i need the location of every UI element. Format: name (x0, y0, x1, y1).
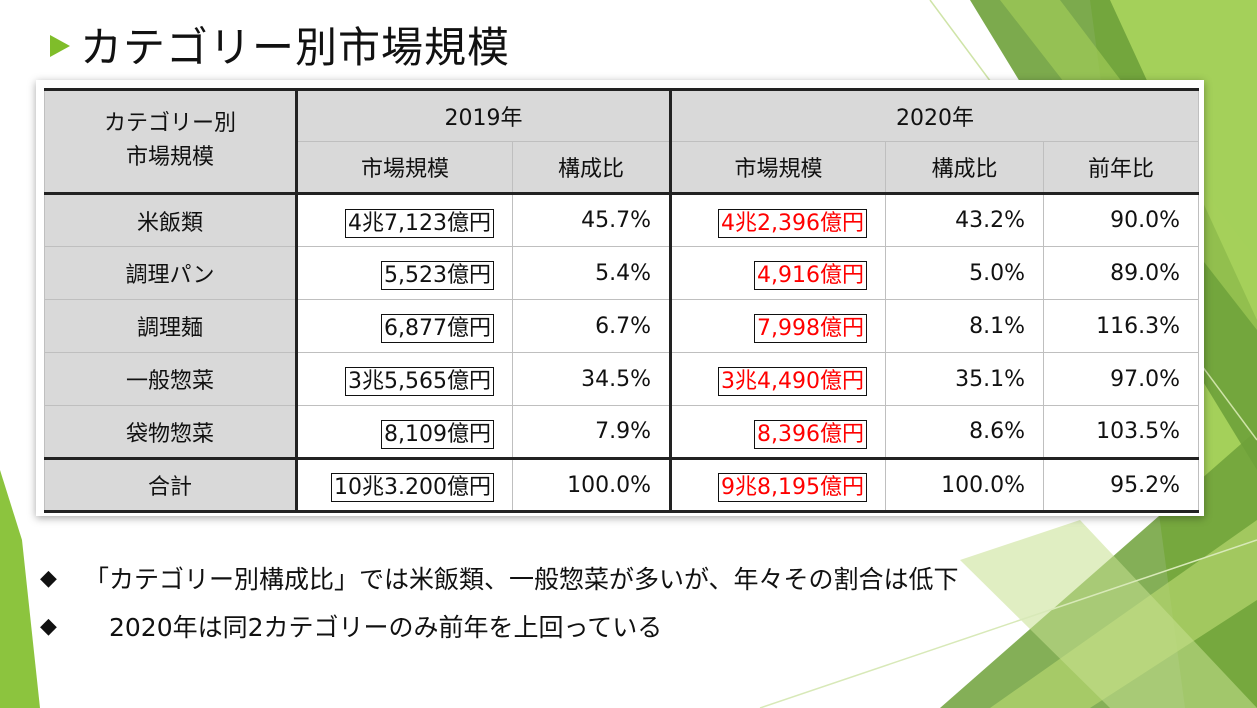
comp-2019: 34.5% (512, 352, 671, 406)
comp-2019: 5.4% (512, 246, 671, 300)
total-comp-2020: 100.0% (885, 457, 1044, 513)
comp-2020: 43.2% (885, 192, 1044, 247)
total-comp-2019: 100.0% (512, 457, 671, 513)
bullet-text: 「カテゴリー別構成比」では米飯類、一般惣菜が多いが、年々その割合は低下 (84, 565, 959, 594)
col-composition-2020: 構成比 (885, 141, 1044, 194)
diamond-bullet-icon: ◆ (40, 613, 57, 639)
size-2019: 4兆7,123億円 (345, 208, 494, 238)
col-market-size-2019: 市場規模 (296, 141, 513, 194)
table-total-row: 合計 10兆3.200億円 100.0% 9兆8,195億円 100.0% 95… (44, 457, 1200, 513)
table-row: 袋物惣菜 8,109億円 7.9% 8,396億円 8.6% 103.5% (44, 405, 1200, 459)
market-size-table-card: カテゴリー別 市場規模 2019年 2020年 市場規模 構成比 市場規模 構成… (36, 80, 1204, 516)
row-category: 袋物惣菜 (44, 405, 298, 459)
table-row: 一般惣菜 3兆5,565億円 34.5% 3兆4,490億円 35.1% 97.… (44, 352, 1200, 406)
size-2020: 4,916億円 (754, 261, 867, 290)
corner-label-line2: 市場規模 (125, 145, 214, 170)
comp-2020: 5.0% (885, 246, 1044, 300)
yoy-2020: 90.0% (1042, 192, 1200, 247)
yoy-2020: 89.0% (1042, 246, 1200, 300)
bullet-text: 2020年は同2カテゴリーのみ前年を上回っている (84, 613, 663, 642)
col-composition-2019: 構成比 (512, 141, 671, 194)
comp-2020: 35.1% (885, 352, 1044, 406)
size-2020: 4兆2,396億円 (718, 208, 867, 238)
size-2020: 7,998億円 (754, 314, 867, 343)
comp-2019: 7.9% (512, 405, 671, 459)
col-yoy-2020: 前年比 (1042, 141, 1200, 194)
col-market-size-2020: 市場規模 (669, 141, 886, 194)
total-category: 合計 (44, 457, 298, 513)
size-2020: 8,396億円 (754, 419, 867, 449)
corner-header: カテゴリー別 市場規模 (44, 88, 298, 194)
size-2019: 8,109億円 (381, 419, 494, 449)
market-size-table: カテゴリー別 市場規模 2019年 2020年 市場規模 構成比 市場規模 構成… (44, 88, 1200, 513)
row-category: 一般惣菜 (44, 352, 298, 406)
size-2019: 5,523億円 (381, 261, 494, 290)
size-2019: 3兆5,565億円 (345, 367, 494, 396)
yoy-2020: 97.0% (1042, 352, 1200, 406)
corner-label-line1: カテゴリー別 (103, 111, 236, 136)
table-row: 米飯類 4兆7,123億円 45.7% 4兆2,396億円 43.2% 90.0… (44, 192, 1200, 247)
total-yoy-2020: 95.2% (1042, 457, 1200, 513)
comp-2020: 8.1% (885, 299, 1044, 353)
size-2019: 6,877億円 (381, 314, 494, 343)
comp-2019: 45.7% (512, 192, 671, 247)
triangle-right-icon (50, 35, 70, 57)
size-2020: 3兆4,490億円 (718, 367, 867, 396)
year-2020-header: 2020年 (668, 88, 1200, 142)
yoy-2020: 103.5% (1042, 405, 1200, 459)
bullet-list: ◆ 「カテゴリー別構成比」では米飯類、一般惣菜が多いが、年々その割合は低下 ◆ … (40, 554, 959, 650)
row-category: 米飯類 (44, 192, 298, 247)
slide-title-row: カテゴリー別市場規模 (50, 14, 510, 74)
total-size-2019: 10兆3.200億円 (331, 473, 494, 502)
year-2019-header: 2019年 (296, 88, 671, 142)
bullet-item: ◆ 2020年は同2カテゴリーのみ前年を上回っている (40, 602, 959, 650)
bullet-item: ◆ 「カテゴリー別構成比」では米飯類、一般惣菜が多いが、年々その割合は低下 (40, 554, 959, 602)
table-row: 調理麺 6,877億円 6.7% 7,998億円 8.1% 116.3% (44, 299, 1200, 353)
diamond-bullet-icon: ◆ (40, 565, 57, 591)
row-category: 調理麺 (44, 299, 298, 353)
table-row: 調理パン 5,523億円 5.4% 4,916億円 5.0% 89.0% (44, 246, 1200, 300)
row-category: 調理パン (44, 246, 298, 300)
yoy-2020: 116.3% (1042, 299, 1200, 353)
slide-title: カテゴリー別市場規模 (80, 22, 511, 72)
comp-2020: 8.6% (885, 405, 1044, 459)
total-size-2020: 9兆8,195億円 (718, 473, 867, 502)
comp-2019: 6.7% (512, 299, 671, 353)
